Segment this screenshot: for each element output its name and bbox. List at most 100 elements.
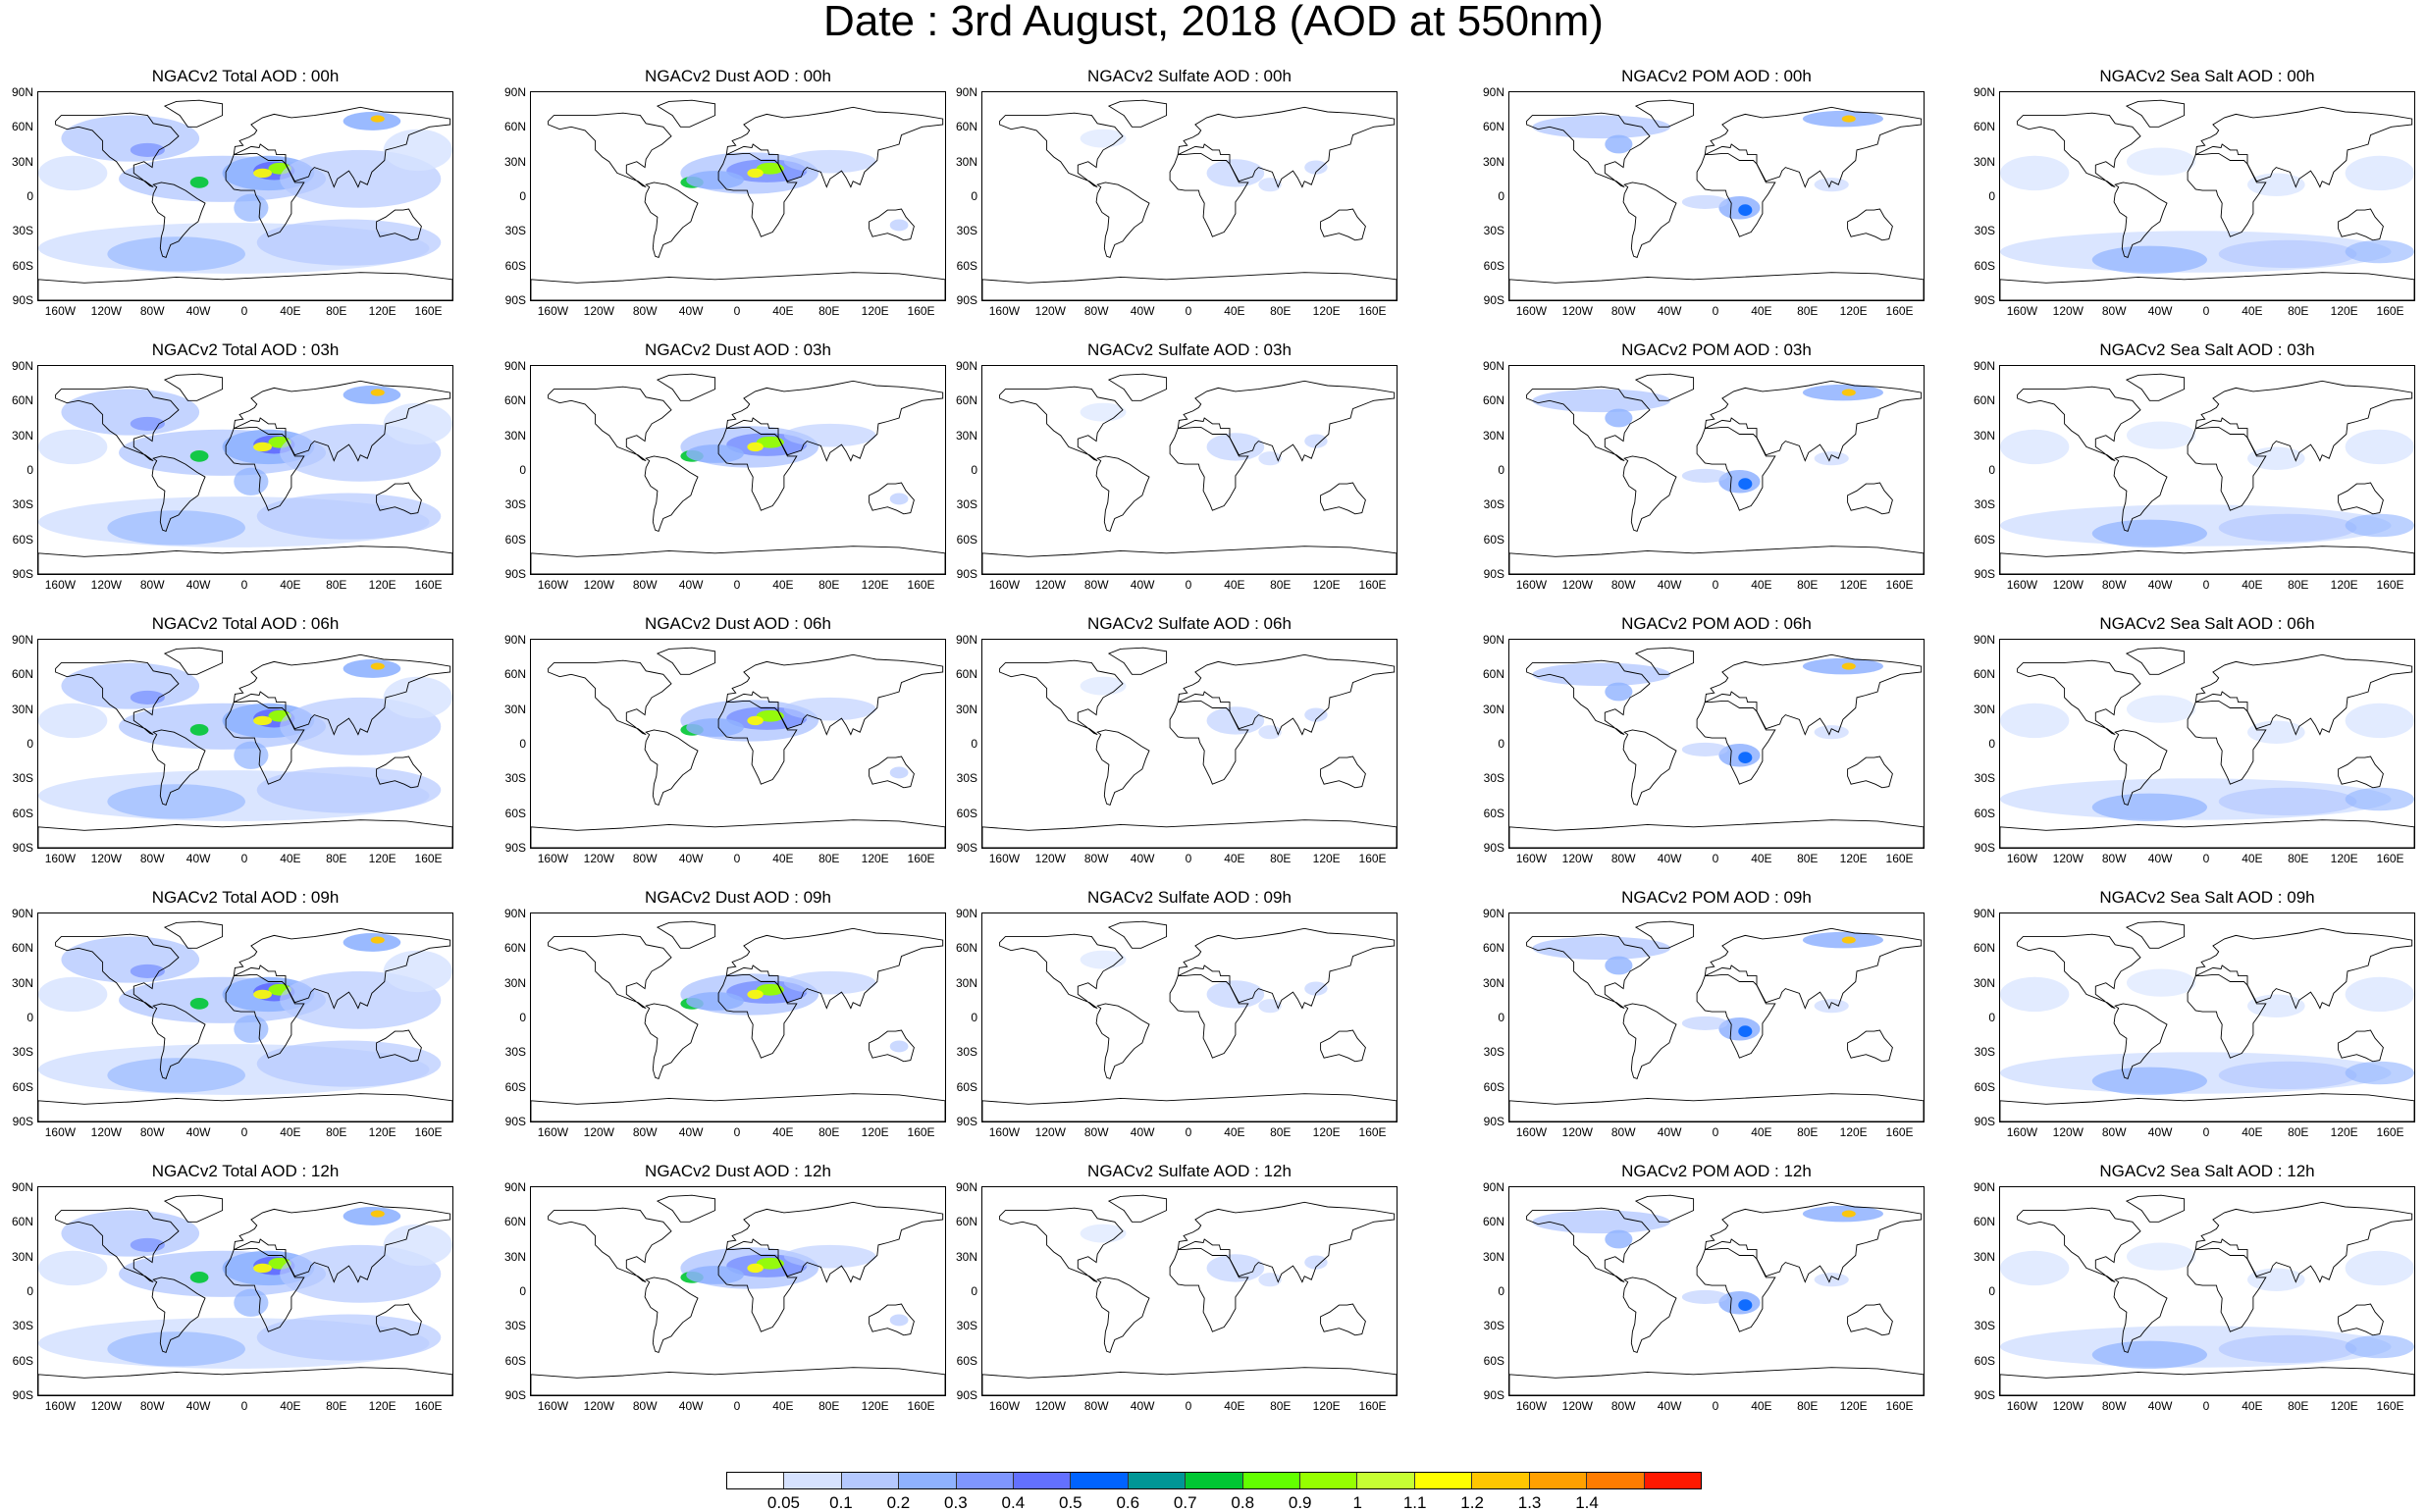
- coastline: [2338, 208, 2384, 241]
- latitude-tick-label: 90N: [11, 633, 33, 647]
- longitude-tick-label: 80W: [2101, 304, 2127, 318]
- aod-shading: [2218, 1061, 2357, 1090]
- longitude-tick-label: 160E: [2376, 304, 2404, 318]
- latitude-tick-label: 0: [519, 737, 526, 751]
- aod-shading: [2000, 429, 2070, 465]
- latitude-tick-label: 30N: [1973, 975, 1995, 990]
- latitude-tick-label: 0: [1498, 737, 1504, 751]
- aod-shading: [2091, 519, 2207, 547]
- colorbar-label: 0.6: [1116, 1493, 1140, 1512]
- longitude-tick-label: 160E: [2376, 1125, 2404, 1139]
- aod-shading: [2091, 793, 2207, 821]
- latitude-tick-label: 90S: [12, 293, 33, 307]
- aod-shading: [130, 142, 165, 157]
- longitude-tick-label: 160W: [2006, 852, 2038, 865]
- coastline: [644, 182, 699, 258]
- aod-shading: [38, 429, 108, 465]
- coastline: [2000, 272, 2414, 300]
- aod-shading: [2126, 147, 2196, 176]
- latitude-tick-label: 90S: [1483, 567, 1504, 581]
- latitude-tick-label: 90N: [503, 633, 526, 647]
- latitude-tick-label: 30S: [504, 1319, 526, 1333]
- latitude-tick-label: 30S: [956, 497, 977, 512]
- longitude-tick-label: 80E: [1270, 1399, 1292, 1413]
- latitude-tick-label: 30N: [11, 428, 33, 443]
- longitude-tick-label: 40W: [1657, 304, 1682, 318]
- longitude-tick-label: 120W: [1034, 304, 1066, 318]
- longitude-tick-label: 40E: [1224, 1399, 1245, 1413]
- coastline: [982, 1367, 1397, 1395]
- coastline: [644, 729, 699, 806]
- latitude-tick-label: 30S: [12, 1045, 33, 1060]
- longitude-tick-label: 40W: [678, 304, 704, 318]
- colorbar-label: 1.3: [1517, 1493, 1542, 1512]
- colorbar-label: 0.2: [886, 1493, 911, 1512]
- coastline: [38, 819, 452, 848]
- aod-shading: [1814, 1273, 1849, 1287]
- latitude-tick-label: 60S: [1974, 806, 1995, 820]
- longitude-tick-label: 80E: [2288, 852, 2309, 865]
- coastline: [151, 729, 206, 806]
- coastline: [2113, 729, 2168, 806]
- latitude-tick-label: 30N: [955, 975, 977, 990]
- colorbar-label: 0.7: [1173, 1493, 1197, 1512]
- longitude-tick-label: 40E: [280, 852, 301, 865]
- aod-shading: [2247, 1268, 2305, 1291]
- latitude-tick-label: 60N: [11, 1215, 33, 1229]
- aod-shading: [256, 766, 442, 813]
- longitude-tick-label: 160W: [2006, 1399, 2038, 1413]
- latitude-tick-label: 30S: [504, 497, 526, 512]
- colorbar-label: 1.2: [1460, 1493, 1484, 1512]
- latitude-tick-label: 90S: [956, 293, 977, 307]
- panel-title: NGACv2 Sea Salt AOD : 00h: [2099, 67, 2315, 85]
- longitude-tick-label: 160W: [1515, 304, 1548, 318]
- latitude-tick-label: 90S: [1974, 1115, 1995, 1128]
- coastline: [1095, 1003, 1150, 1079]
- longitude-tick-label: 120E: [1839, 1399, 1868, 1413]
- longitude-tick-label: 160W: [537, 852, 569, 865]
- aod-shading: [253, 715, 272, 726]
- aod-shading: [2218, 787, 2357, 816]
- latitude-tick-label: 30S: [1974, 497, 1995, 512]
- map-panel: NGACv2 Total AOD : 03h 90N 60N 30N 0 30S 60S 90…: [12, 340, 453, 591]
- coastline: [151, 182, 206, 258]
- panel-title: NGACv2 Dust AOD : 00h: [645, 67, 831, 85]
- coastline: [2113, 1277, 2168, 1353]
- coastline: [656, 647, 716, 675]
- coastline: [656, 99, 716, 128]
- longitude-tick-label: 160W: [1515, 852, 1548, 865]
- coastline: [1509, 272, 1924, 300]
- longitude-tick-label: 80W: [139, 1125, 165, 1139]
- aod-shading: [38, 703, 108, 739]
- coastline: [376, 482, 422, 515]
- colorbar-swatch: [1014, 1473, 1072, 1488]
- aod-shading: [2000, 976, 2070, 1013]
- longitude-tick-label: 160E: [907, 852, 935, 865]
- coastline: [1107, 99, 1168, 128]
- longitude-tick-label: 40E: [1224, 1125, 1245, 1139]
- longitude-tick-label: 120W: [90, 578, 122, 592]
- longitude-tick-label: 0: [1185, 1125, 1192, 1139]
- figure-title: Date : 3rd August, 2018 (AOD at 550nm): [823, 0, 1604, 45]
- longitude-tick-label: 0: [733, 852, 741, 865]
- longitude-tick-label: 40E: [1224, 304, 1245, 318]
- coastline: [1696, 1247, 1776, 1332]
- latitude-tick-label: 60N: [1482, 120, 1504, 134]
- longitude-tick-label: 120W: [1034, 1125, 1066, 1139]
- aod-shading: [107, 1058, 245, 1093]
- map-plot-area: [37, 1186, 453, 1396]
- aod-shading: [1841, 936, 1856, 944]
- coastline: [38, 1367, 452, 1395]
- coastline: [1622, 1003, 1677, 1079]
- longitude-tick-label: 160E: [1358, 578, 1387, 592]
- coastline: [55, 112, 180, 188]
- aod-shading: [1681, 468, 1728, 483]
- coastline: [2125, 373, 2186, 401]
- longitude-tick-label: 0: [1712, 578, 1719, 592]
- longitude-tick-label: 40W: [2147, 578, 2173, 592]
- coastline: [2000, 546, 2414, 574]
- latitude-tick-label: 90N: [11, 1180, 33, 1194]
- coastline: [1107, 647, 1168, 675]
- aod-shading: [2247, 446, 2305, 470]
- longitude-tick-label: 120E: [1312, 578, 1341, 592]
